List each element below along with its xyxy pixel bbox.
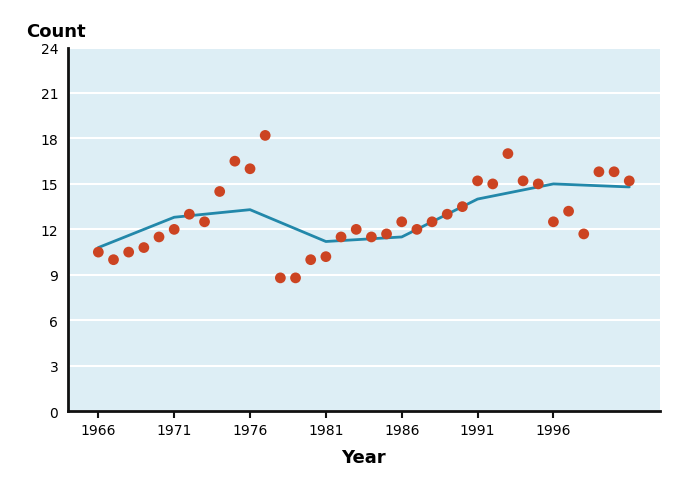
Point [108,257,119,264]
Point [245,166,256,173]
Point [381,230,392,238]
Point [396,218,407,226]
Point [472,178,483,185]
Point [199,218,210,226]
Point [609,168,619,176]
Point [93,249,104,257]
Point [229,158,240,166]
Point [123,249,134,257]
Point [336,234,347,242]
Point [184,211,194,219]
Point [154,234,165,242]
Point [305,257,316,264]
Point [275,274,286,282]
Point [548,218,559,226]
Point [320,253,331,261]
Point [426,218,437,226]
Point [578,230,589,238]
Point [488,181,498,188]
Point [624,178,634,185]
Point [563,208,574,216]
Point [442,211,453,219]
Point [214,188,225,196]
Point [290,274,301,282]
Point [366,234,377,242]
Point [351,226,362,234]
Point [260,132,271,140]
Point [503,151,513,158]
Point [169,226,180,234]
Point [533,181,544,188]
Point [139,244,150,252]
Point [411,226,422,234]
Point [517,178,528,185]
Point [594,168,605,176]
X-axis label: Year: Year [341,448,386,466]
Point [457,203,468,211]
Text: Count: Count [27,23,86,41]
